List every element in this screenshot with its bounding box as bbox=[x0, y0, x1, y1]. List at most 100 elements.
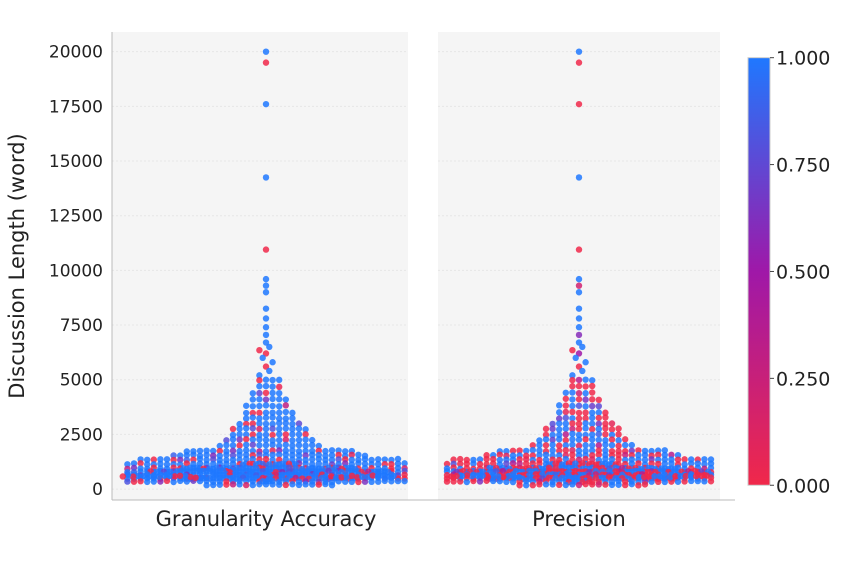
data-point bbox=[515, 474, 523, 481]
y-tick-label: 5000 bbox=[60, 371, 103, 391]
data-point bbox=[701, 478, 708, 485]
data-point bbox=[335, 451, 342, 459]
data-point bbox=[236, 456, 243, 463]
data-point bbox=[602, 425, 609, 432]
data-point bbox=[342, 478, 349, 485]
data-point bbox=[569, 396, 576, 403]
data-point bbox=[262, 315, 270, 322]
data-point bbox=[622, 481, 629, 489]
data-point bbox=[635, 482, 642, 489]
data-point bbox=[243, 447, 250, 454]
data-point bbox=[282, 402, 289, 409]
data-point bbox=[262, 100, 270, 108]
data-point bbox=[256, 383, 263, 390]
data-point bbox=[448, 473, 455, 480]
data-point bbox=[394, 455, 402, 463]
data-point bbox=[342, 460, 349, 467]
data-point bbox=[701, 461, 708, 468]
data-point bbox=[262, 414, 270, 421]
data-point bbox=[582, 442, 589, 449]
category-label: Granularity Accuracy bbox=[156, 507, 377, 531]
data-point bbox=[394, 477, 402, 485]
data-point bbox=[479, 472, 486, 479]
data-point bbox=[375, 456, 382, 463]
data-point bbox=[562, 414, 569, 422]
data-point bbox=[688, 460, 695, 467]
data-point bbox=[322, 447, 329, 455]
data-point bbox=[575, 402, 583, 409]
data-point bbox=[269, 437, 276, 444]
data-point bbox=[575, 350, 583, 357]
data-point bbox=[282, 441, 289, 449]
data-point bbox=[150, 478, 157, 485]
data-point bbox=[635, 451, 642, 459]
data-point bbox=[549, 425, 556, 433]
data-point bbox=[140, 472, 147, 480]
data-point bbox=[170, 478, 177, 486]
data-point bbox=[197, 474, 204, 481]
data-point bbox=[302, 447, 309, 455]
data-point bbox=[496, 451, 503, 458]
data-point bbox=[276, 389, 283, 397]
data-point bbox=[343, 473, 350, 480]
data-point bbox=[641, 473, 648, 481]
data-point bbox=[269, 425, 276, 432]
data-point bbox=[269, 481, 276, 488]
data-point bbox=[144, 478, 151, 486]
data-point bbox=[401, 460, 408, 467]
data-point bbox=[262, 289, 270, 296]
data-point bbox=[505, 472, 512, 480]
data-point bbox=[177, 477, 184, 485]
data-point bbox=[176, 472, 184, 479]
data-point bbox=[210, 456, 217, 463]
data-point bbox=[542, 425, 550, 433]
data-point bbox=[249, 481, 256, 489]
data-point bbox=[282, 408, 289, 416]
data-point bbox=[385, 473, 392, 480]
data-point bbox=[355, 460, 362, 467]
data-point bbox=[693, 472, 700, 480]
data-point bbox=[256, 396, 263, 403]
data-point bbox=[556, 481, 563, 489]
data-point bbox=[302, 436, 309, 443]
data-point bbox=[589, 402, 596, 410]
data-point bbox=[651, 473, 658, 480]
data-point bbox=[589, 426, 596, 433]
data-point bbox=[302, 452, 309, 459]
data-point bbox=[589, 456, 596, 463]
data-point bbox=[295, 431, 303, 438]
data-point bbox=[608, 436, 616, 443]
data-point bbox=[177, 456, 184, 464]
data-point bbox=[562, 420, 569, 427]
data-point bbox=[687, 472, 695, 480]
data-point bbox=[266, 343, 273, 351]
data-point bbox=[602, 455, 609, 463]
data-point bbox=[223, 442, 230, 449]
data-point bbox=[249, 431, 256, 438]
data-point bbox=[276, 376, 283, 384]
data-point bbox=[579, 460, 586, 467]
data-point bbox=[529, 482, 536, 489]
data-point bbox=[562, 389, 569, 396]
data-point bbox=[249, 390, 256, 397]
data-point bbox=[295, 481, 303, 489]
data-point bbox=[656, 473, 663, 480]
data-point bbox=[569, 346, 576, 354]
data-point bbox=[249, 403, 256, 410]
data-point bbox=[556, 442, 563, 449]
data-point bbox=[582, 480, 589, 488]
data-point bbox=[453, 472, 460, 480]
data-point bbox=[262, 402, 270, 409]
data-point bbox=[256, 442, 263, 449]
data-point bbox=[276, 409, 283, 416]
data-point bbox=[328, 456, 336, 464]
data-point bbox=[388, 478, 395, 485]
data-point bbox=[348, 456, 355, 464]
y-tick-label: 7500 bbox=[60, 316, 103, 336]
data-point bbox=[295, 425, 303, 432]
data-point bbox=[463, 478, 470, 486]
data-point bbox=[575, 442, 583, 449]
data-point bbox=[262, 363, 270, 370]
data-point bbox=[333, 474, 340, 481]
